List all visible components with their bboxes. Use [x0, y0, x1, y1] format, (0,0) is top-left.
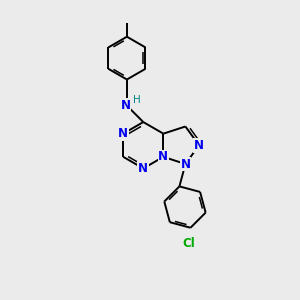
- Text: N: N: [120, 99, 130, 112]
- Text: H: H: [133, 95, 141, 105]
- Text: N: N: [194, 139, 204, 152]
- Text: Cl: Cl: [183, 237, 195, 250]
- Text: N: N: [180, 158, 190, 170]
- Text: N: N: [158, 150, 168, 163]
- Text: N: N: [118, 127, 128, 140]
- Text: N: N: [138, 162, 148, 175]
